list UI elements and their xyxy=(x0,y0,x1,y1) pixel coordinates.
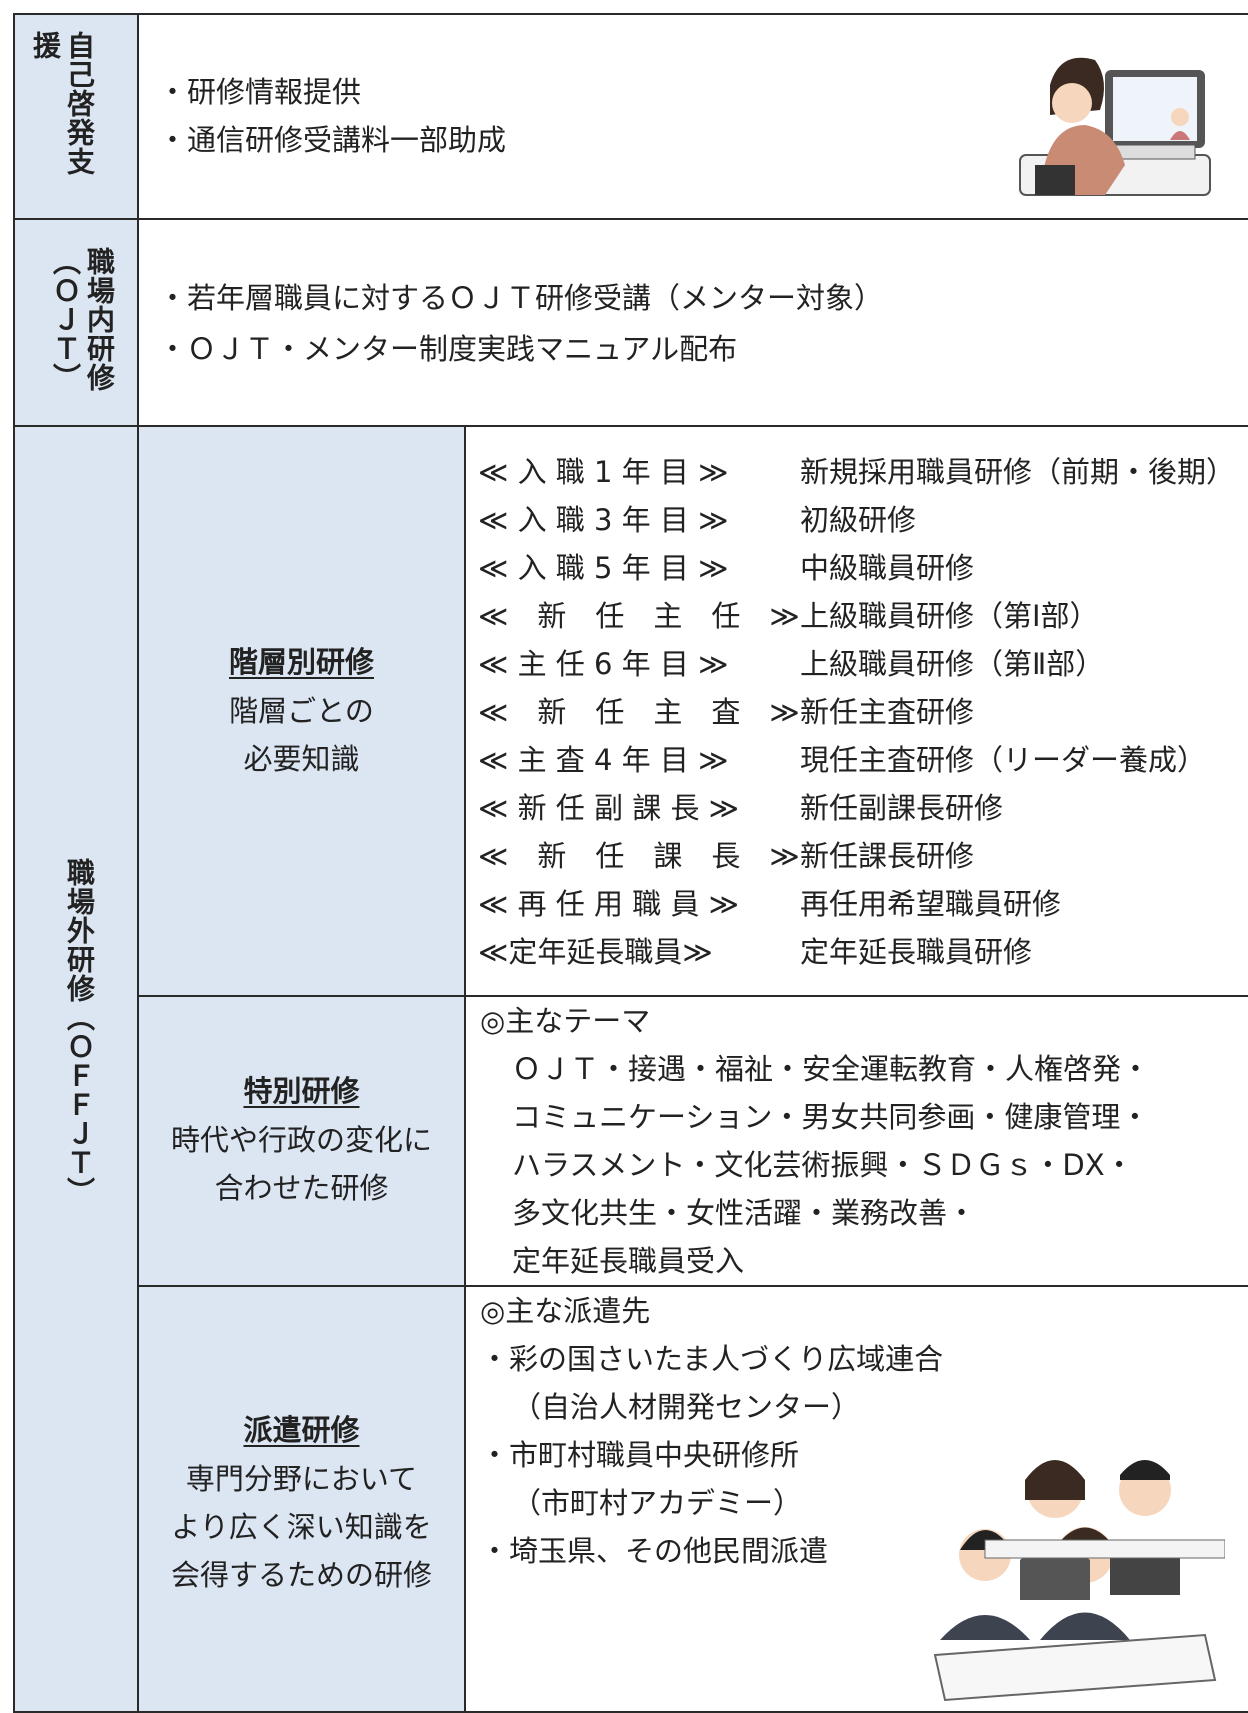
content-line: ＯＪＴ・接遇・福祉・安全運転教育・人権啓発・ xyxy=(512,1052,1151,1086)
content-line: （市町村アカデミー） xyxy=(512,1486,803,1520)
content-line: ハラスメント・文化芸術振興・ＳＤＧｓ・DX・ xyxy=(512,1148,1134,1182)
grade-label: ≪ 入 職 3 年 目 ≫ xyxy=(478,503,729,537)
section-label: 職場外研修（ＯＦＦＪＴ） xyxy=(63,858,96,1206)
list-item: ・ＯＪＴ・メンター制度実践マニュアル配布 xyxy=(158,332,738,366)
section-label-cell xyxy=(13,425,139,1713)
grade-label: ≪ 新 任 副 課 長 ≫ xyxy=(478,791,740,825)
course-name: 新規採用職員研修（前期・後期） xyxy=(800,455,1236,489)
grade-label: ≪ 新 任 主 任 ≫ xyxy=(478,599,800,633)
grade-label: ≪ 入 職 1 年 目 ≫ xyxy=(478,455,729,489)
section-content-cell xyxy=(137,218,1248,427)
course-name: 定年延長職員研修 xyxy=(800,935,1033,969)
course-name: 現任主査研修（リーダー養成） xyxy=(800,743,1207,777)
content-line: （自治人材開発センター） xyxy=(512,1390,861,1424)
subsection-label-cell xyxy=(137,1285,466,1713)
course-name: 新任課長研修 xyxy=(800,839,975,873)
list-item: ・研修情報提供 xyxy=(158,75,362,109)
course-name: 上級職員研修（第Ⅰ部） xyxy=(800,599,1099,633)
course-name: 新任主査研修 xyxy=(800,695,975,729)
grade-label: ≪ 主 任 6 年 目 ≫ xyxy=(478,647,729,681)
subsection-description: 会得するための研修 xyxy=(170,1558,432,1592)
subsection-description: より広く深い知識を xyxy=(171,1510,432,1544)
subsection-description: 合わせた研修 xyxy=(214,1171,389,1205)
section-label-cell xyxy=(13,13,139,220)
grade-label: ≪定年延長職員≫ xyxy=(478,935,713,969)
list-item: ・通信研修受講料一部助成 xyxy=(158,123,507,157)
course-name: 初級研修 xyxy=(800,503,917,537)
subsection-description: 階層ごとの xyxy=(229,694,374,728)
subsection-description: 必要知識 xyxy=(243,742,360,776)
content-line: ・市町村職員中央研修所 xyxy=(480,1438,800,1472)
grade-label: ≪ 新 任 主 査 ≫ xyxy=(478,695,800,729)
content-line: コミュニケーション・男女共同参画・健康管理・ xyxy=(512,1100,1150,1134)
content-line: ◎主なテーマ xyxy=(480,1004,651,1038)
section-label-cell xyxy=(13,218,139,427)
subsection-description: 専門分野において xyxy=(185,1462,418,1496)
section-label: 職場内研修（ＯＪＴ） xyxy=(49,246,116,392)
course-name: 新任副課長研修 xyxy=(800,791,1004,825)
illustration-elearning xyxy=(1019,57,1211,196)
section-label: 自己啓発支援 xyxy=(29,30,96,176)
grade-label: ≪ 新 任 課 長 ≫ xyxy=(478,839,800,873)
content-line: 定年延長職員受入 xyxy=(512,1244,745,1278)
subsection-title: 階層別研修 xyxy=(228,645,374,679)
content-line: ・彩の国さいたま人づくり広域連合 xyxy=(480,1342,944,1376)
subsection-title: 特別研修 xyxy=(243,1074,360,1108)
content-line: ◎主な派遣先 xyxy=(480,1294,651,1328)
list-item: ・若年層職員に対するＯＪＴ研修受講（メンター対象） xyxy=(158,281,884,315)
illustration-group xyxy=(933,1460,1225,1702)
grade-label: ≪ 再 任 用 職 員 ≫ xyxy=(478,887,740,921)
course-name: 中級職員研修 xyxy=(800,551,975,585)
course-name: 再任用希望職員研修 xyxy=(800,887,1062,921)
content-line: 多文化共生・女性活躍・業務改善・ xyxy=(512,1196,977,1230)
grade-label: ≪ 主 査 4 年 目 ≫ xyxy=(478,743,729,777)
grade-label: ≪ 入 職 5 年 目 ≫ xyxy=(478,551,729,585)
content-line: ・埼玉県、その他民間派遣 xyxy=(480,1534,829,1568)
course-name: 上級職員研修（第Ⅱ部） xyxy=(800,647,1105,681)
subsection-title: 派遣研修 xyxy=(243,1413,360,1447)
subsection-description: 時代や行政の変化に xyxy=(170,1123,432,1157)
